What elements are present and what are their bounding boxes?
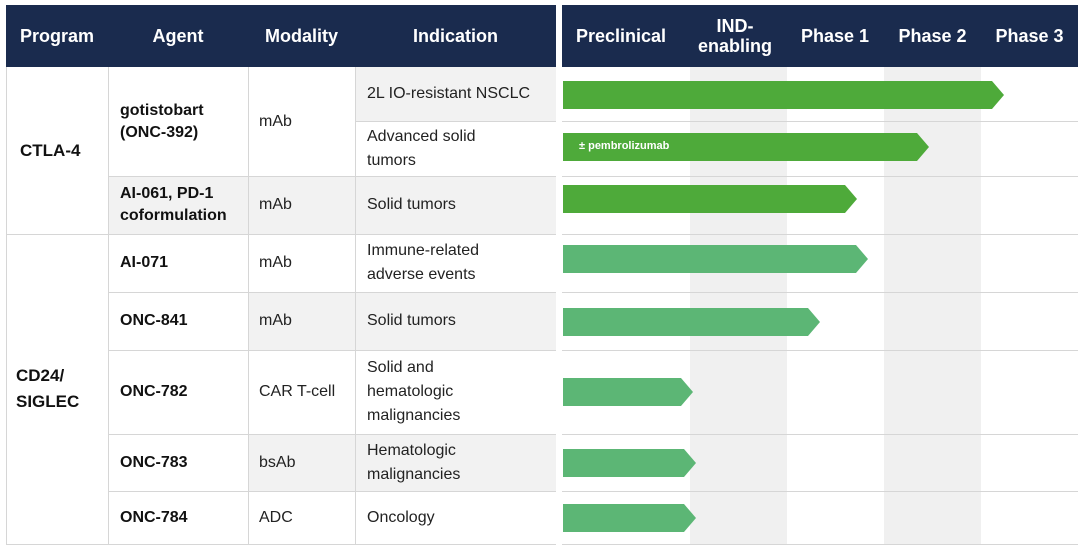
col-line-indication bbox=[355, 67, 356, 544]
divider-bottom-left bbox=[6, 544, 556, 545]
divider-right-r7 bbox=[562, 491, 1078, 492]
agent-onc-783: ONC-783 bbox=[120, 453, 188, 471]
table-header-right bbox=[562, 5, 1078, 67]
progress-bar-row-5 bbox=[563, 308, 820, 336]
shade-row-7 bbox=[248, 434, 556, 491]
divider-r7 bbox=[108, 491, 556, 492]
agent-gotistobart: gotistobart (ONC-392) bbox=[120, 101, 204, 141]
agent-onc-784: ONC-784 bbox=[120, 508, 188, 526]
table-header-left bbox=[6, 5, 556, 67]
header-phase-3: Phase 3 bbox=[995, 26, 1064, 46]
agent-ai-061: AI-061, PD-1 coformulation bbox=[120, 185, 227, 224]
modality-r7: bsAb bbox=[259, 453, 296, 471]
header-modality: Modality bbox=[264, 26, 338, 46]
col-line-agent bbox=[108, 67, 109, 544]
program-ctla4: CTLA-4 bbox=[20, 140, 81, 160]
shade-indication-r1 bbox=[355, 67, 556, 121]
divider-right-r6 bbox=[562, 434, 1078, 435]
header-phase-2: Phase 2 bbox=[898, 26, 967, 46]
progress-bar-row-7 bbox=[563, 449, 696, 477]
indication-r6: Solid and hematologic malignancies bbox=[367, 359, 461, 424]
modality-r8: ADC bbox=[259, 508, 293, 526]
divider-right-r5 bbox=[562, 350, 1078, 351]
divider-r2 bbox=[108, 176, 556, 177]
indication-r7: Hematologic malignancies bbox=[367, 441, 461, 483]
divider-r6 bbox=[108, 434, 556, 435]
indication-r5: Solid tumors bbox=[367, 312, 456, 329]
progress-bar-row-4 bbox=[563, 245, 868, 273]
header-program: Program bbox=[19, 26, 95, 46]
header-phase-preclinical: Preclinical bbox=[575, 26, 667, 46]
indication-r4: Immune-related adverse events bbox=[367, 242, 480, 283]
indication-r1: 2L IO-resistant NSCLC bbox=[367, 85, 531, 102]
program-cd24-siglec: CD24/ SIGLEC bbox=[16, 366, 80, 411]
shade-row-5 bbox=[248, 292, 556, 350]
header-phase-1: Phase 1 bbox=[800, 26, 870, 46]
divider-right-r3 bbox=[562, 234, 1078, 235]
divider-right-r2 bbox=[562, 176, 1078, 177]
agent-ai-071: AI-071 bbox=[120, 254, 169, 271]
progress-bar-row-8 bbox=[563, 504, 696, 532]
modality-r6: CAR T-cell bbox=[259, 383, 336, 400]
modality-r1: mAb bbox=[259, 112, 292, 130]
agent-onc-782: ONC-782 bbox=[120, 383, 188, 400]
divider-right-r1 bbox=[562, 121, 1078, 122]
modality-r3: mAb bbox=[259, 196, 292, 213]
shade-row-3 bbox=[108, 176, 556, 234]
col-line-left-edge bbox=[6, 67, 7, 544]
indication-r3: Solid tumors bbox=[367, 196, 456, 213]
progress-bar-row-1 bbox=[563, 81, 1004, 109]
progress-bar-row-2 bbox=[563, 133, 929, 161]
col-line-modality bbox=[248, 67, 249, 544]
divider-bottom-right bbox=[562, 544, 1078, 545]
divider-r5 bbox=[108, 350, 556, 351]
bar-label-row-2: ± pembrolizumab bbox=[579, 140, 670, 152]
header-phase-ind-enabling: IND- enabling bbox=[697, 16, 772, 56]
divider-right-r4 bbox=[562, 292, 1078, 293]
indication-r2: Advanced solid tumors bbox=[367, 127, 476, 169]
divider-r4 bbox=[108, 292, 556, 293]
modality-r4: mAb bbox=[259, 254, 292, 271]
agent-onc-841: ONC-841 bbox=[120, 312, 188, 329]
indication-r8: Oncology bbox=[367, 508, 435, 526]
divider-program bbox=[6, 234, 556, 235]
progress-bar-row-3 bbox=[563, 185, 857, 213]
header-agent: Agent bbox=[152, 26, 204, 46]
divider-r1 bbox=[355, 121, 556, 122]
header-indication: Indication bbox=[413, 26, 498, 46]
progress-bar-row-6 bbox=[563, 378, 693, 406]
modality-r5: mAb bbox=[259, 312, 292, 329]
